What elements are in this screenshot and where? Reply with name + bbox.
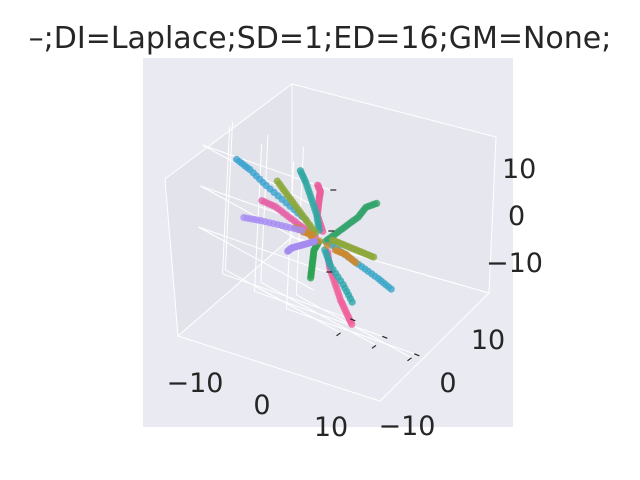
data-point-series-6 [296,167,304,175]
data-point-series-14 [240,214,248,222]
y-tick-mark [382,335,388,339]
y-tick-label-neg10: −10 [379,411,436,442]
data-point-series-7 [348,298,356,306]
data-point-series-12 [323,242,331,250]
y-tick-mark [414,353,420,357]
y-tick-label-0: 0 [439,368,456,399]
y-tick-mark [350,318,356,322]
data-point-series-2 [314,181,322,189]
x-tick-mark [371,344,377,349]
x-tick-mark [407,357,412,362]
data-point-series-5 [233,155,241,164]
data-point-series-9 [307,274,315,282]
data-point-series-8 [373,199,381,207]
y-tick-label-10: 10 [471,325,505,356]
z-tick-label-0: 0 [508,201,525,232]
floor-grid-line-y [254,290,383,337]
x-tick-label-0: 0 [253,390,270,421]
z-tick-label-10: 10 [502,154,536,185]
axis-ticks [326,189,420,362]
chart-title: –;DI=Laplace;SD=1;ED=16;GM=None; [29,21,612,56]
data-point-series-13 [284,247,292,255]
data-point-series-3 [258,197,266,205]
scatter-points [233,155,395,328]
data-point-series-10 [273,177,281,185]
data-point-series-4 [387,285,395,293]
z-tick-label-neg10: −10 [486,248,543,279]
x-tick-label-10: 10 [314,412,348,443]
left-wall-grid-line-y [222,126,231,274]
data-point-series-12 [307,232,315,241]
floor-grid-line-y [222,273,351,320]
x-tick-label-neg10: −10 [167,368,224,399]
x-tick-mark [336,332,341,337]
data-point-series-11 [370,253,378,261]
data-point-series-1 [348,320,356,328]
data-point-series-12 [352,259,360,267]
